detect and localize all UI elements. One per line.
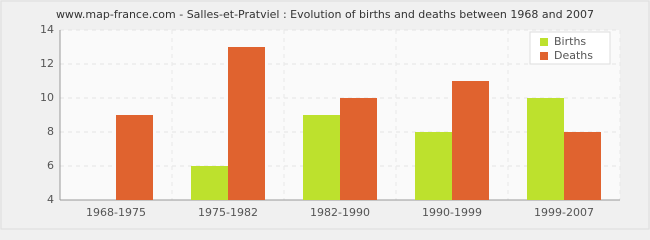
y-tick-label: 14 — [40, 23, 54, 36]
chart-title: www.map-france.com - Salles-et-Pratviel … — [56, 8, 594, 21]
legend-label: Births — [554, 35, 586, 48]
y-tick-label: 10 — [40, 91, 54, 104]
bar — [191, 166, 228, 200]
bar — [340, 98, 377, 200]
chart: www.map-france.com - Salles-et-Pratviel … — [0, 0, 650, 230]
bar — [116, 115, 153, 200]
legend-box — [529, 31, 611, 65]
page: {"chart_data": {"type": "bar", "title": … — [0, 0, 650, 230]
x-tick-label: 1975-1982 — [198, 206, 258, 219]
bar — [415, 132, 452, 200]
legend-swatch — [540, 52, 548, 60]
y-tick-label: 6 — [47, 159, 54, 172]
bar — [452, 81, 489, 200]
legend-label: Deaths — [554, 49, 593, 62]
bar — [228, 47, 265, 200]
x-tick-label: 1999-2007 — [534, 206, 594, 219]
y-tick-label: 8 — [47, 125, 54, 138]
legend-swatch — [540, 38, 548, 46]
y-tick-label: 4 — [47, 193, 54, 206]
x-tick-label: 1990-1999 — [422, 206, 482, 219]
x-tick-label: 1982-1990 — [310, 206, 370, 219]
y-tick-label: 12 — [40, 57, 54, 70]
bar — [564, 132, 601, 200]
bar — [527, 98, 564, 200]
x-tick-label: 1968-1975 — [86, 206, 146, 219]
bar — [303, 115, 340, 200]
